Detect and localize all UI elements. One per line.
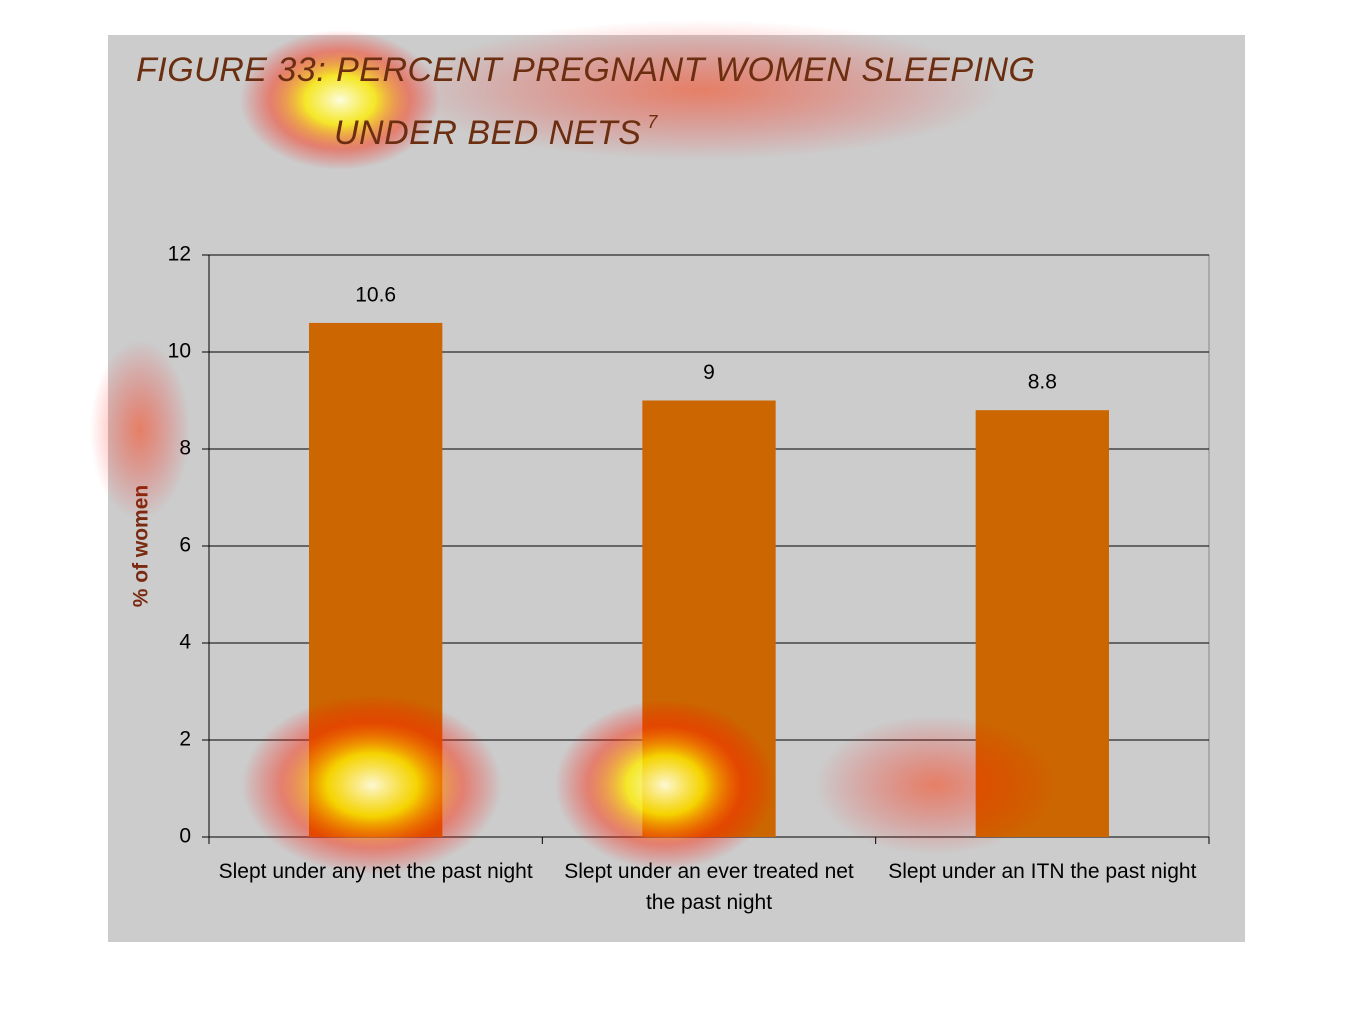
y-tick-label: 6 (179, 534, 191, 557)
y-axis-label: % of women (130, 485, 153, 608)
chart-title: FIGURE 33: PERCENT PREGNANT WOMEN SLEEPI… (136, 44, 1146, 159)
y-tick-label: 0 (179, 825, 191, 848)
data-label: 10.6 (355, 283, 396, 306)
y-tick-label: 2 (179, 728, 191, 751)
y-tick-label: 4 (179, 631, 191, 654)
bar (309, 322, 443, 837)
x-tick-label: Slept under an ever treated net the past… (564, 860, 854, 914)
data-label: 8.8 (1028, 371, 1057, 394)
title-footnote: 7 (647, 112, 658, 132)
x-tick-label: Slept under any net the past night (218, 860, 533, 883)
y-tick-label: 12 (168, 243, 191, 266)
bar (642, 400, 776, 837)
y-tick-label: 8 (179, 437, 191, 460)
bar (975, 410, 1109, 837)
x-tick-label: Slept under an ITN the past night (888, 860, 1197, 883)
y-tick-label: 10 (168, 340, 191, 363)
title-text: FIGURE 33: PERCENT PREGNANT WOMEN SLEEPI… (136, 51, 1036, 152)
data-label: 9 (703, 361, 715, 384)
